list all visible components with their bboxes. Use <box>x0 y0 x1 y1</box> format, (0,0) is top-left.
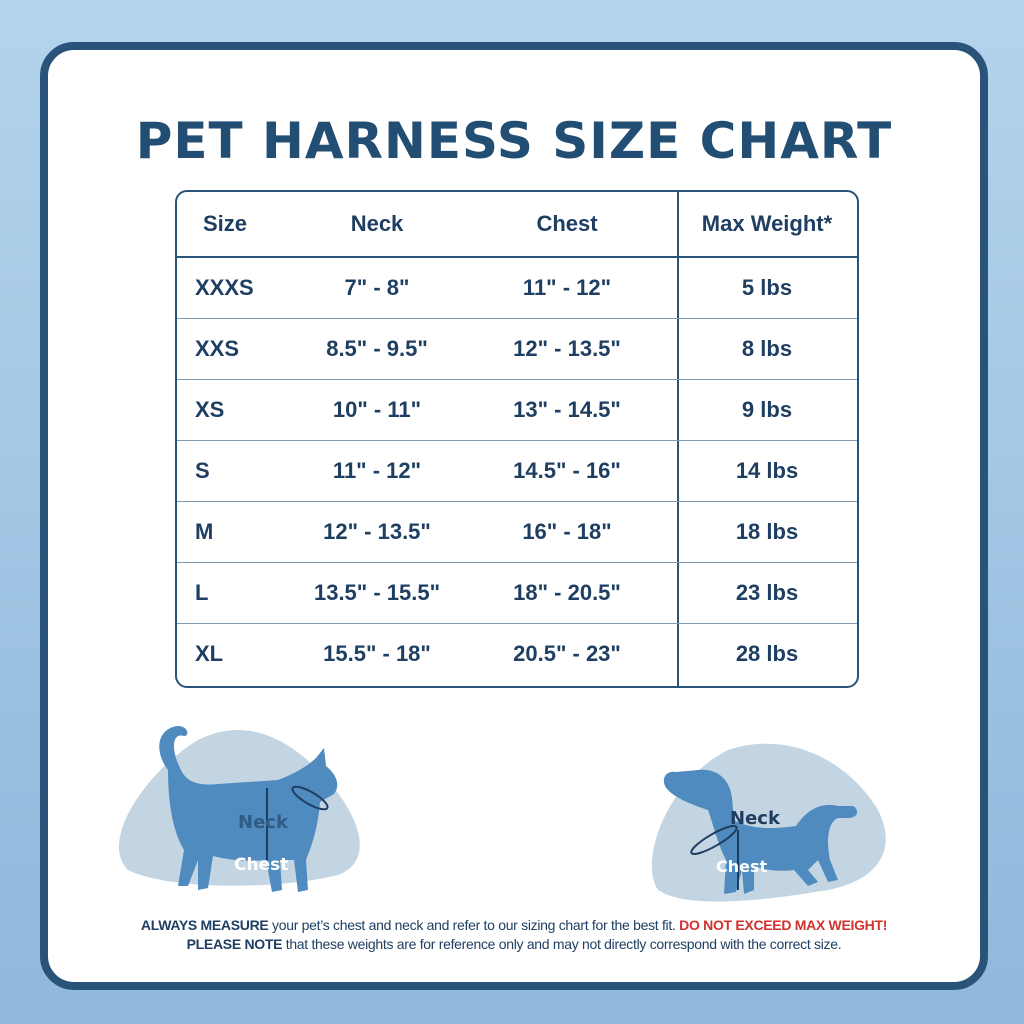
dog-illustration: Neck Chest <box>651 743 886 902</box>
cell-size: L <box>195 580 209 605</box>
please-note: PLEASE NOTE <box>186 936 283 952</box>
table-row: XS 10" - 11" 13" - 14.5" 9 lbs <box>177 380 857 441</box>
cell-size: XS <box>195 397 225 422</box>
always-measure: ALWAYS MEASURE <box>140 917 269 933</box>
footer-text-2: that these weights are for reference onl… <box>282 936 842 952</box>
footer-line-2: PLEASE NOTE that these weights are for r… <box>48 935 980 954</box>
cell-neck: 10" - 11" <box>332 397 422 422</box>
pet-illustrations: Neck Chest Neck Chest <box>118 726 886 902</box>
cell-max-weight: 28 lbs <box>735 641 799 666</box>
cell-chest: 20.5" - 23" <box>513 641 621 666</box>
cell-max-weight: 9 lbs <box>741 397 793 422</box>
cell-neck: 12" - 13.5" <box>323 519 431 544</box>
cell-chest: 13" - 14.5" <box>513 397 621 422</box>
column-divider <box>677 192 679 686</box>
cat-silhouette <box>159 726 338 892</box>
dog-neck-label: Neck <box>730 808 781 829</box>
cell-size: XL <box>195 641 224 666</box>
header-size: Size <box>203 211 248 236</box>
cell-size: XXS <box>195 336 240 361</box>
cell-size: S <box>195 458 210 483</box>
table-header: Size Neck Chest Max Weight* <box>177 192 857 258</box>
footer-line-1: ALWAYS MEASURE your pet’s chest and neck… <box>48 916 980 935</box>
footer-text-1: your pet’s chest and neck and refer to o… <box>268 917 680 933</box>
cell-chest: 11" - 12" <box>522 275 612 300</box>
page-title: PET HARNESS SIZE CHART <box>135 112 893 170</box>
table-row: L 13.5" - 15.5" 18" - 20.5" 23 lbs <box>177 563 857 624</box>
cell-neck: 13.5" - 15.5" <box>313 580 441 605</box>
cell-max-weight: 23 lbs <box>735 580 799 605</box>
dog-silhouette <box>663 769 858 894</box>
cell-max-weight: 14 lbs <box>735 458 799 483</box>
table-row: S 11" - 12" 14.5" - 16" 14 lbs <box>177 441 857 502</box>
size-table: Size Neck Chest Max Weight* XXXS 7" - 8" 1… <box>175 190 859 688</box>
cell-max-weight: 8 lbs <box>741 336 793 361</box>
table-row: M 12" - 13.5" 16" - 18" 18 lbs <box>177 502 857 563</box>
header-neck: Neck <box>350 211 404 236</box>
cell-max-weight: 18 lbs <box>735 519 799 544</box>
table-row: XL 15.5" - 18" 20.5" - 23" 28 lbs <box>177 624 857 684</box>
cat-chest-label: Chest <box>234 855 288 875</box>
dog-chest-label: Chest <box>716 857 768 876</box>
cat-neck-label: Neck <box>238 812 289 833</box>
table-row: XXXS 7" - 8" 11" - 12" 5 lbs <box>177 258 857 319</box>
cell-size: M <box>195 519 214 544</box>
size-chart-card: PET HARNESS SIZE CHART Size Neck Chest M… <box>40 42 988 990</box>
footer-note: ALWAYS MEASURE your pet’s chest and neck… <box>48 916 980 954</box>
cat-neck-ring <box>291 785 329 811</box>
cell-size: XXXS <box>195 275 254 300</box>
cat-illustration: Neck Chest <box>118 726 360 892</box>
cell-chest: 14.5" - 16" <box>513 458 621 483</box>
header-chest: Chest <box>536 211 598 236</box>
cell-neck: 8.5" - 9.5" <box>326 336 428 361</box>
header-max-weight: Max Weight* <box>701 211 833 236</box>
max-weight-warning: DO NOT EXCEED MAX WEIGHT! <box>679 917 888 933</box>
cell-neck: 11" - 12" <box>332 458 422 483</box>
cell-max-weight: 5 lbs <box>741 275 793 300</box>
cell-neck: 15.5" - 18" <box>323 641 431 666</box>
cell-chest: 18" - 20.5" <box>513 580 621 605</box>
cell-chest: 16" - 18" <box>522 519 612 544</box>
cell-chest: 12" - 13.5" <box>513 336 621 361</box>
cell-neck: 7" - 8" <box>344 275 410 300</box>
dog-neck-ring <box>690 825 738 855</box>
table-row: XXS 8.5" - 9.5" 12" - 13.5" 8 lbs <box>177 319 857 380</box>
